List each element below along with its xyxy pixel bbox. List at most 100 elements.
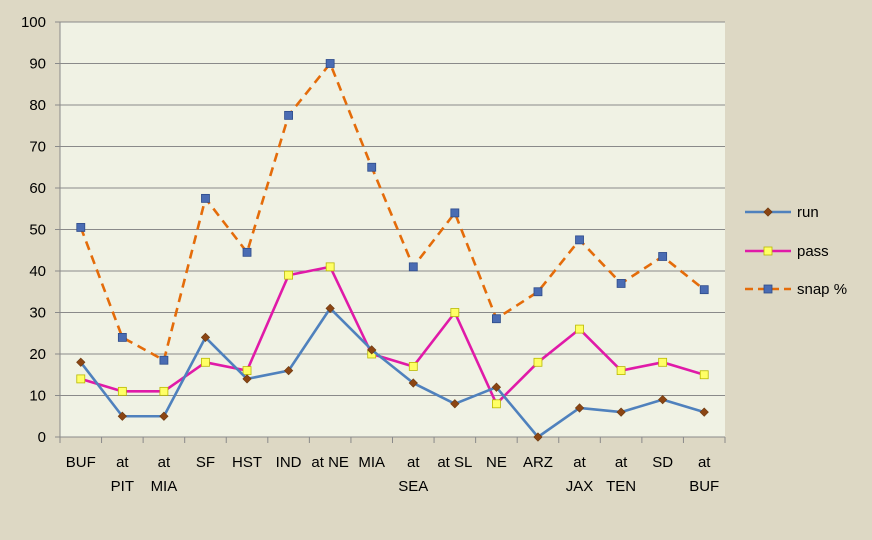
x-tick-label: at TEN xyxy=(606,454,636,495)
gridlines xyxy=(60,21,725,396)
legend-marker xyxy=(763,284,773,294)
data-point xyxy=(616,279,626,288)
data-point xyxy=(658,357,668,367)
x-tick-label-line: ARZ xyxy=(523,454,553,471)
data-point xyxy=(242,374,252,384)
data-point xyxy=(283,365,294,376)
y-tick-label: 70 xyxy=(29,139,46,156)
x-tick-label: IND xyxy=(276,454,302,471)
data-point xyxy=(159,411,169,421)
x-tick-label: at NE xyxy=(311,454,349,471)
data-point xyxy=(284,110,293,120)
x-tick-label: SD xyxy=(652,454,673,471)
x-tick-label-line: at NE xyxy=(311,454,349,471)
data-point xyxy=(117,386,127,396)
x-tick-label-line: HST xyxy=(232,454,262,471)
series-lines xyxy=(76,59,709,442)
data-point xyxy=(574,403,585,413)
x-tick-label-line: at xyxy=(407,454,420,471)
x-tick-label-line: PIT xyxy=(111,478,134,495)
data-point xyxy=(492,314,501,324)
data-point xyxy=(325,59,335,68)
legend-label: snap % xyxy=(797,281,847,298)
data-point xyxy=(76,357,86,367)
x-tick-label-line: at xyxy=(116,454,129,471)
x-tick-label: at PIT xyxy=(111,454,134,495)
x-tick-label-line: JAX xyxy=(566,478,594,495)
data-point xyxy=(616,366,626,376)
data-point xyxy=(450,208,460,218)
data-point xyxy=(699,407,709,417)
data-point xyxy=(325,303,335,313)
x-tick-label-line: SD xyxy=(652,454,673,471)
x-tick-label-line: IND xyxy=(276,454,302,471)
x-tick-label-line: BUF xyxy=(66,454,96,471)
series-line xyxy=(79,62,706,362)
data-point xyxy=(658,252,668,261)
series-snap xyxy=(76,59,709,365)
data-point xyxy=(367,345,377,355)
data-point xyxy=(408,362,418,371)
data-point xyxy=(117,411,127,421)
x-tick-label-line: BUF xyxy=(689,478,719,495)
legend: run pass snap % xyxy=(745,204,847,298)
x-tick-label-line: at xyxy=(615,454,628,471)
x-tick-label-line: at xyxy=(573,454,586,471)
data-point xyxy=(699,370,709,380)
data-point xyxy=(242,247,252,257)
data-point xyxy=(575,324,584,334)
x-tick-label-line: at xyxy=(158,454,171,471)
data-point xyxy=(408,262,418,272)
data-point xyxy=(76,374,86,384)
x-tick-label: HST xyxy=(232,454,262,471)
data-point xyxy=(367,162,377,172)
x-tick-label: at BUF xyxy=(689,454,719,495)
legend-marker xyxy=(763,207,773,217)
x-tick-label: NE xyxy=(486,454,507,471)
x-tick-label: BUF xyxy=(66,454,96,471)
data-point xyxy=(533,287,543,297)
data-point xyxy=(450,399,460,409)
x-tick-label: at JAX xyxy=(566,454,594,495)
x-tick-label: MIA xyxy=(358,454,385,471)
axes: 0 10 20 30 40 50 60 70 80 90 100 BUF at PIT at MIA SF HST… xyxy=(21,14,726,495)
data-point xyxy=(533,357,543,367)
x-tick-label: ARZ xyxy=(523,454,553,471)
data-point xyxy=(658,395,668,405)
x-tick-label: at MIA xyxy=(151,454,178,495)
data-point xyxy=(200,332,211,343)
data-point xyxy=(242,366,252,376)
x-tick-label-line: SEA xyxy=(398,478,428,495)
data-point xyxy=(76,223,86,232)
data-point xyxy=(616,407,626,417)
x-tick-label-line: at SL xyxy=(437,454,472,471)
x-tick-label: at SEA xyxy=(398,454,428,495)
y-tick-label: 40 xyxy=(29,263,46,280)
data-point xyxy=(450,308,460,317)
x-tick-label-line: at xyxy=(698,454,711,471)
x-tick-label-line: MIA xyxy=(151,478,178,495)
x-tick-label: at SL xyxy=(437,454,472,471)
data-point xyxy=(117,332,127,342)
x-tick-label-line: MIA xyxy=(358,454,385,471)
data-point xyxy=(201,357,210,367)
data-point xyxy=(492,399,501,409)
data-point xyxy=(699,285,709,295)
data-point xyxy=(159,355,169,365)
legend-marker xyxy=(763,246,773,256)
data-point xyxy=(201,193,210,203)
data-point xyxy=(325,262,335,272)
y-tick-label: 80 xyxy=(29,97,46,114)
y-tick-label: 0 xyxy=(38,429,46,446)
data-point xyxy=(491,382,502,392)
data-point xyxy=(408,378,418,388)
y-tick-label: 50 xyxy=(29,222,46,239)
y-tick-label: 100 xyxy=(21,14,46,31)
data-point xyxy=(533,432,543,442)
series-run xyxy=(76,303,709,442)
data-point xyxy=(284,270,293,280)
series-line xyxy=(79,307,705,439)
y-tick-label: 60 xyxy=(29,180,46,197)
